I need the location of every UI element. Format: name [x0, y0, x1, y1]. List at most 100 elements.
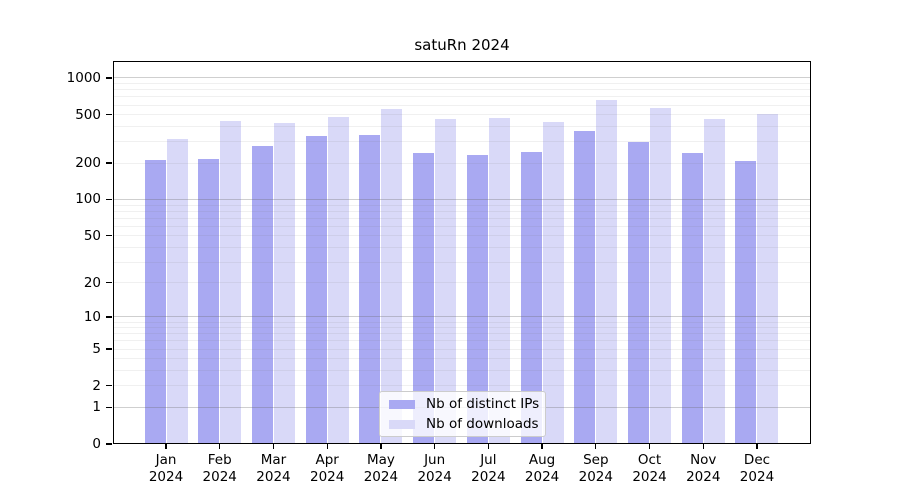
bar-nb-of-downloads-aug [542, 122, 564, 444]
bar-nb-of-distinct-ips-feb [198, 158, 220, 444]
x-tick-dec [756, 444, 758, 449]
y-tick-label-50: 50 [83, 227, 101, 244]
gridline-300 [113, 141, 811, 143]
y-tick-label-200: 200 [75, 155, 101, 172]
bar-nb-of-downloads-oct [650, 108, 672, 444]
y-tick-label-500: 500 [75, 106, 101, 123]
bars-layer [113, 61, 811, 444]
y-tick-label-20: 20 [83, 274, 101, 291]
bar-nb-of-downloads-apr [327, 116, 349, 444]
legend-swatch-nb-of-distinct-ips [389, 399, 415, 409]
gridline-90 [113, 204, 811, 206]
bar-nb-of-downloads-feb [220, 121, 242, 444]
y-tick-500 [106, 113, 112, 116]
bar-nb-of-downloads-jun [435, 119, 457, 444]
x-tick-label-jan: Jan 2024 [148, 452, 184, 485]
bar-nb-of-distinct-ips-sep [574, 131, 596, 444]
bar-nb-of-distinct-ips-apr [305, 136, 327, 444]
gridline-900 [113, 83, 811, 85]
y-tick-0 [106, 443, 112, 445]
x-tick-label-may: May 2024 [363, 452, 399, 485]
gridline-200 [113, 162, 811, 164]
legend-swatch-nb-of-downloads [389, 419, 415, 429]
y-tick-2 [106, 385, 112, 387]
gridline-800 [113, 89, 811, 91]
y-tick-label-100: 100 [75, 191, 101, 208]
gridline-8 [113, 327, 811, 329]
gridline-7 [113, 333, 811, 335]
x-tick-feb [219, 444, 221, 449]
legend-label-nb-of-downloads: Nb of downloads [426, 415, 539, 432]
x-tick-label-apr: Apr 2024 [309, 452, 345, 485]
gridline-400 [113, 125, 811, 127]
chart-title: satuRn 2024 [414, 36, 510, 54]
bar-nb-of-distinct-ips-may [359, 135, 381, 444]
gridline-2 [113, 385, 811, 387]
bar-nb-of-distinct-ips-jul [466, 154, 488, 444]
gridline-5 [113, 348, 811, 350]
x-tick-label-oct: Oct 2024 [632, 452, 667, 485]
gridline-4 [113, 358, 811, 360]
bar-nb-of-downloads-jul [488, 117, 510, 444]
bar-nb-of-downloads-may [381, 109, 403, 444]
plot-area: Nb of distinct IPs Nb of downloads [113, 61, 811, 444]
x-tick-label-aug: Aug 2024 [524, 452, 560, 485]
bar-nb-of-distinct-ips-jan [144, 160, 166, 444]
x-tick-label-sep: Sep 2024 [578, 452, 613, 485]
bar-nb-of-distinct-ips-dec [735, 160, 757, 444]
bar-nb-of-distinct-ips-jun [413, 152, 435, 444]
gridline-6 [113, 340, 811, 342]
y-tick-5 [106, 348, 112, 350]
bar-nb-of-distinct-ips-oct [628, 142, 650, 444]
gridline-10 [113, 316, 811, 318]
gridline-3 [113, 370, 811, 372]
y-tick-label-1: 1 [92, 399, 101, 416]
x-tick-may [380, 444, 382, 449]
x-tick-apr [326, 444, 328, 449]
gridline-80 [113, 210, 811, 212]
gridline-60 [113, 225, 811, 227]
x-tick-oct [648, 444, 651, 449]
y-tick-1000 [106, 77, 112, 79]
gridline-40 [113, 246, 811, 248]
gridlines-layer [113, 61, 811, 444]
bar-nb-of-downloads-dec [757, 114, 779, 444]
gridline-9 [113, 321, 811, 323]
y-tick-1 [106, 406, 112, 408]
x-tick-jan [165, 444, 167, 449]
x-tick-label-feb: Feb 2024 [202, 452, 237, 485]
gridline-50 [113, 235, 811, 237]
legend: Nb of distinct IPs Nb of downloads [379, 391, 546, 437]
bar-nb-of-downloads-jan [166, 138, 188, 444]
x-tick-label-dec: Dec 2024 [739, 452, 775, 485]
y-tick-50 [106, 235, 112, 237]
bar-nb-of-downloads-mar [273, 123, 295, 444]
x-tick-jul [487, 444, 489, 449]
bar-nb-of-distinct-ips-aug [520, 151, 542, 444]
x-tick-label-mar: Mar 2024 [256, 452, 291, 485]
bar-nb-of-downloads-nov [703, 119, 725, 444]
legend-item-nb-of-distinct-ips: Nb of distinct IPs [389, 395, 540, 413]
x-tick-sep [595, 444, 597, 449]
y-tick-100 [106, 198, 112, 201]
y-tick-label-5: 5 [92, 341, 101, 358]
x-tick-label-jun: Jun 2024 [417, 452, 452, 485]
bar-nb-of-distinct-ips-mar [251, 146, 273, 444]
bar-nb-of-distinct-ips-nov [681, 152, 703, 444]
y-tick-200 [106, 162, 112, 164]
gridline-500 [113, 114, 811, 116]
gridline-700 [113, 96, 811, 98]
gridline-20 [113, 282, 811, 284]
y-tick-label-0: 0 [92, 436, 101, 452]
x-tick-jun [433, 444, 436, 449]
legend-label-nb-of-distinct-ips: Nb of distinct IPs [426, 395, 540, 412]
gridline-70 [113, 217, 811, 219]
x-tick-mar [272, 444, 275, 449]
gridline-600 [113, 104, 811, 106]
x-tick-label-jul: Jul 2024 [471, 452, 506, 485]
gridline-1000 [113, 77, 811, 79]
gridline-100 [113, 198, 811, 200]
bar-nb-of-downloads-sep [596, 99, 618, 444]
y-tick-10 [106, 316, 112, 318]
